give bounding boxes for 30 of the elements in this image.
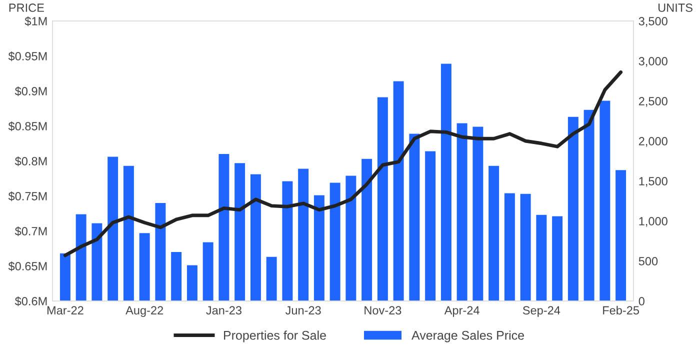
x-tick-label: Jun-23: [285, 306, 321, 315]
x-tick-label: Aug-22: [126, 306, 164, 317]
y2-tick-label: 1,000: [639, 217, 668, 227]
y2-tick-label: 2,000: [638, 137, 668, 147]
y-tick-label: $1M: [24, 16, 47, 26]
y-tick-label: $0.65M: [8, 262, 47, 272]
line-series: [63, 70, 623, 258]
x-tick-label: Nov-23: [364, 306, 402, 315]
y-tick-label: $0.9M: [14, 86, 47, 96]
y2-axis-title: UNITS: [658, 4, 692, 12]
y-tick-label: $0.8M: [14, 156, 47, 166]
y-tick-label: $0.85M: [8, 122, 47, 132]
x-tick-label: Jan-23: [206, 306, 242, 315]
y-tick-label: $0.6M: [14, 296, 47, 306]
y-axis-title: PRICE: [9, 4, 44, 12]
legend-label: Properties for Sale: [224, 330, 326, 342]
y-tick-label: $0.95M: [8, 52, 47, 62]
y-tick-label: $0.7M: [14, 226, 47, 236]
x-tick-label: Mar-22: [47, 306, 84, 315]
y2-tick-label: 0: [638, 297, 644, 306]
y2-tick-label: 2,500: [638, 97, 668, 107]
y-tick-label: $0.75M: [8, 192, 47, 202]
y2-tick-label: 3,500: [638, 17, 668, 27]
y2-tick-label: 3,000: [638, 57, 668, 67]
y2-tick-label: 500: [638, 257, 658, 266]
x-tick-label: Feb-25: [603, 306, 640, 315]
y2-tick-label: 1,500: [639, 177, 668, 187]
x-tick-label: Apr-24: [444, 306, 480, 317]
x-tick-label: Sep-24: [522, 306, 560, 317]
legend-label: Average Sales Price: [412, 330, 524, 342]
